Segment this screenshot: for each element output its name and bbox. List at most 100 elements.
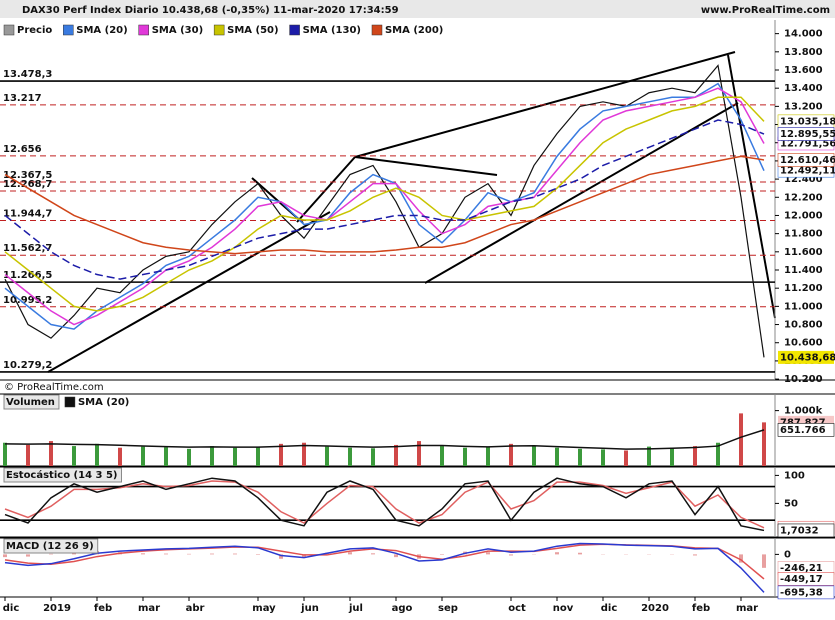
y-tick-label: 13.800 [784, 47, 823, 58]
y-tick-label: 0 [784, 549, 791, 560]
bar [440, 554, 444, 555]
legend-swatch [64, 396, 76, 408]
y-tick-label: 11.600 [784, 247, 823, 258]
x-tick-label: dic [3, 603, 20, 614]
bar [739, 554, 743, 563]
copyright: © ProRealTime.com [4, 382, 104, 393]
title-bar [0, 0, 835, 18]
bar [233, 447, 237, 466]
bar [578, 552, 582, 555]
legend-swatch [3, 24, 15, 36]
level-label: 13.217 [3, 93, 42, 104]
bar [440, 446, 444, 466]
value-label: 651.766 [780, 425, 826, 436]
series-line [4, 155, 765, 255]
y-tick-label: 10.200 [784, 374, 823, 385]
bar [601, 449, 605, 466]
bar [72, 446, 76, 466]
x-tick-label: feb [692, 603, 710, 614]
series-line [4, 429, 765, 450]
legend-label: SMA (200) [385, 25, 443, 36]
value-label-box [777, 153, 835, 167]
legend-swatch [213, 24, 225, 36]
bar [371, 448, 375, 466]
level-label: 10.995,2 [3, 295, 52, 306]
bar [95, 443, 99, 466]
bar [325, 446, 329, 466]
level-label: 12.656 [3, 144, 42, 155]
value-label-box [778, 350, 834, 364]
value-label: 13.035,18 [780, 116, 835, 127]
level-label: 11.266,5 [3, 270, 52, 281]
bar [256, 447, 260, 466]
x-tick-label: nov [553, 603, 574, 614]
x-tick-label: jul [348, 603, 363, 614]
value-label: 12.610,46 [780, 155, 835, 166]
value-label-box [777, 127, 835, 141]
x-tick-label: ago [392, 603, 413, 614]
bar [348, 552, 352, 555]
y-tick-label: 14.000 [784, 29, 823, 40]
y-tick-label: 12.000 [784, 210, 823, 221]
x-tick-label: abr [186, 603, 205, 614]
bar [693, 554, 697, 556]
value-label: 12.895,55 [780, 129, 835, 140]
bar [670, 447, 674, 466]
x-tick-label: 2019 [43, 603, 71, 614]
bar [210, 553, 214, 555]
bar [555, 552, 559, 555]
bar [371, 553, 375, 555]
series-line [4, 64, 765, 358]
value-label: 12.791,56 [780, 138, 835, 149]
bar [739, 413, 743, 466]
y-tick-label: 11.400 [784, 265, 823, 276]
bar [302, 554, 306, 558]
y-tick-label: 10.800 [784, 320, 823, 331]
bar [486, 446, 490, 466]
bar [256, 554, 260, 555]
bar [210, 446, 214, 466]
value-label: -695,38 [780, 587, 823, 598]
x-tick-label: mar [138, 603, 160, 614]
x-tick-label: may [252, 603, 276, 614]
bar [164, 447, 168, 466]
bar [647, 446, 651, 466]
panel-title-box [3, 394, 60, 410]
y-tick-label: 12.200 [784, 192, 823, 203]
series-line [4, 543, 765, 580]
level-label: 12.367,5 [3, 170, 52, 181]
bar [233, 553, 237, 555]
series-line [4, 119, 765, 280]
legend-swatch [63, 24, 74, 36]
y-tick-label: 12.400 [784, 174, 823, 185]
x-tick-label: jun [300, 603, 319, 614]
x-tick-label: 2020 [641, 603, 669, 614]
bar [3, 442, 7, 466]
value-label-box [777, 585, 835, 600]
y-tick-label: 50 [784, 498, 798, 509]
bar [417, 441, 421, 466]
value-label: 787.827 [780, 417, 826, 428]
level-label: 13.478,3 [3, 69, 52, 80]
bar [279, 443, 283, 466]
y-tick-label: 13.400 [784, 83, 823, 94]
legend-label: SMA (20) [76, 25, 127, 36]
legend-swatch [371, 24, 383, 36]
y-tick-label: 10.600 [784, 338, 823, 349]
level-label: 11.944,7 [3, 208, 52, 219]
x-tick-label: mar [736, 603, 758, 614]
y-tick-label: 11.800 [784, 229, 823, 240]
value-label: 12.492,11 [780, 166, 835, 177]
bar [578, 448, 582, 466]
bar [716, 442, 720, 466]
panel-title: Estocástico (14 3 5) [6, 469, 117, 481]
bar [509, 443, 513, 466]
legend-label: Precio [17, 25, 52, 36]
bar [49, 441, 53, 466]
value-label-box [777, 423, 835, 437]
bar [532, 446, 536, 466]
chart-title: DAX30 Perf Index Diario 10.438,68 (-0,35… [22, 5, 399, 16]
series-line [4, 477, 765, 532]
y-tick-label: 1.000k [784, 406, 823, 417]
